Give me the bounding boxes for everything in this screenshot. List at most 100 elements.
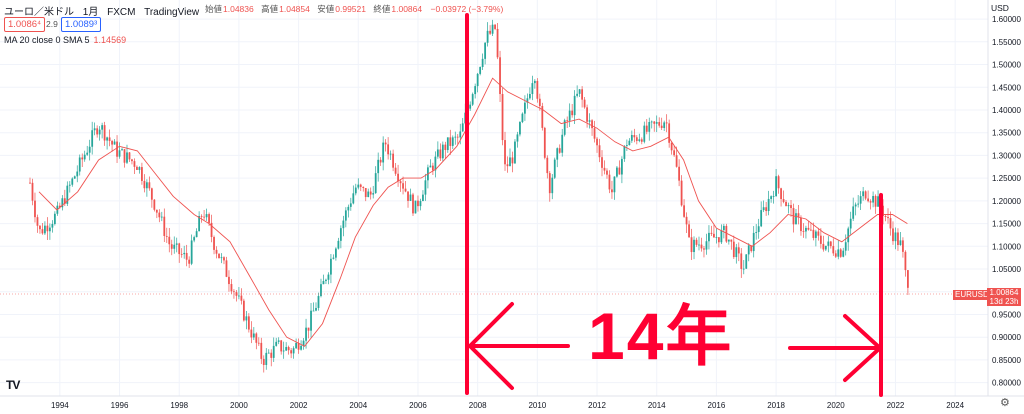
candle-body (613, 176, 616, 193)
candle-body (300, 345, 302, 350)
x-tick-label: 2024 (946, 401, 964, 410)
candle-body (170, 244, 173, 249)
price-axis[interactable]: 0.800000.850000.900000.950001.000001.050… (987, 0, 1021, 396)
source: TradingView (144, 7, 200, 18)
candle-body (673, 150, 676, 156)
candle-body (623, 146, 626, 159)
candle-body (675, 155, 678, 167)
y-tick-label: 1.55000 (992, 38, 1021, 47)
candle-body (479, 67, 482, 74)
candle-body (354, 187, 357, 194)
gear-icon[interactable]: ⚙ (1000, 397, 1010, 409)
candle-body (514, 141, 516, 164)
candle-body (91, 130, 94, 147)
candle-body (795, 213, 797, 225)
candle-body (538, 98, 541, 107)
candle-body (327, 274, 330, 280)
candle-body (904, 251, 907, 271)
candle-body (163, 216, 166, 236)
candle-body (832, 246, 835, 254)
candle-body (250, 329, 253, 338)
candle-body (377, 159, 380, 174)
candle-body (160, 216, 163, 218)
exchange: FXCM (107, 7, 136, 18)
candle-body (195, 231, 198, 238)
candle-body (864, 191, 867, 199)
candle-body (722, 225, 725, 231)
candle-body (705, 241, 708, 250)
candle-body (533, 80, 536, 84)
candle-body (481, 58, 484, 68)
candle-body (511, 157, 514, 164)
candle-body (844, 242, 847, 251)
candle-body (715, 237, 718, 239)
candle-body (561, 134, 564, 153)
candle-body (46, 225, 49, 232)
candle-body (650, 121, 653, 123)
low-label: 安値 (317, 4, 335, 14)
candle-body (810, 229, 812, 231)
candle-body (568, 110, 571, 121)
ma-legend[interactable]: MA 20 close 0 SMA 5 1.14569 (4, 35, 126, 45)
candle-body (506, 164, 509, 167)
interval[interactable]: 1月 (82, 7, 99, 18)
candle-body (551, 177, 554, 194)
candle-body (126, 152, 128, 163)
tradingview-logo[interactable]: TV (6, 378, 20, 392)
candle-body (802, 231, 805, 232)
candle-body (680, 180, 683, 206)
candle-body (285, 347, 288, 351)
x-tick-label: 2006 (409, 401, 427, 410)
currency-label[interactable]: USD (991, 3, 1009, 13)
candle-body (265, 352, 268, 365)
candle-body (638, 139, 641, 141)
candle-body (578, 89, 581, 94)
candle-body (663, 122, 666, 129)
y-tick-label: 1.25000 (992, 174, 1021, 183)
candle-body (76, 171, 79, 177)
candle-body (690, 237, 693, 253)
candle-body (685, 216, 688, 225)
candle-body (334, 248, 337, 258)
sell-button[interactable]: 1.0086⁴ (4, 17, 46, 32)
candle-body (339, 228, 342, 241)
candle-body (740, 253, 743, 269)
time-axis[interactable]: 1994 1996 1998 2000 2002 2004 2006 2008 2010 2012… (0, 395, 1024, 410)
candle-body (496, 28, 499, 58)
buy-button[interactable]: 1.0089³ (61, 17, 102, 32)
candle-body (233, 291, 235, 293)
y-tick-label: 1.40000 (992, 106, 1021, 115)
candle-body (367, 191, 370, 198)
candle-body (760, 210, 763, 227)
candle-body (653, 121, 656, 124)
candle-body (66, 185, 69, 204)
candle-body (591, 120, 593, 129)
candle-body (854, 204, 857, 207)
left-arrow-head (467, 302, 514, 390)
candle-body (708, 232, 710, 242)
candle-body (198, 215, 201, 232)
candle-body (710, 232, 713, 234)
candle-body (608, 174, 611, 190)
candle-body (183, 252, 186, 255)
candle-body (730, 239, 733, 242)
candle-body (414, 200, 417, 214)
candle-body (260, 342, 263, 359)
ma-label: MA 20 close 0 SMA 5 (4, 35, 90, 45)
candle-body (407, 191, 409, 201)
candle-body (469, 104, 472, 109)
candle-body (797, 213, 800, 218)
candle-body (193, 237, 196, 241)
symbol-name[interactable]: ユーロ／米ドル (4, 7, 74, 18)
candle-body (454, 136, 457, 138)
candle-body (688, 224, 690, 238)
candle-body (93, 128, 96, 131)
candle-body (36, 217, 39, 226)
candle-body (267, 352, 270, 354)
candle-body (439, 149, 442, 159)
y-tick-label: 0.80000 (992, 379, 1021, 388)
candle-body (884, 215, 887, 218)
candle-body (247, 316, 250, 330)
candle-body (765, 207, 768, 212)
